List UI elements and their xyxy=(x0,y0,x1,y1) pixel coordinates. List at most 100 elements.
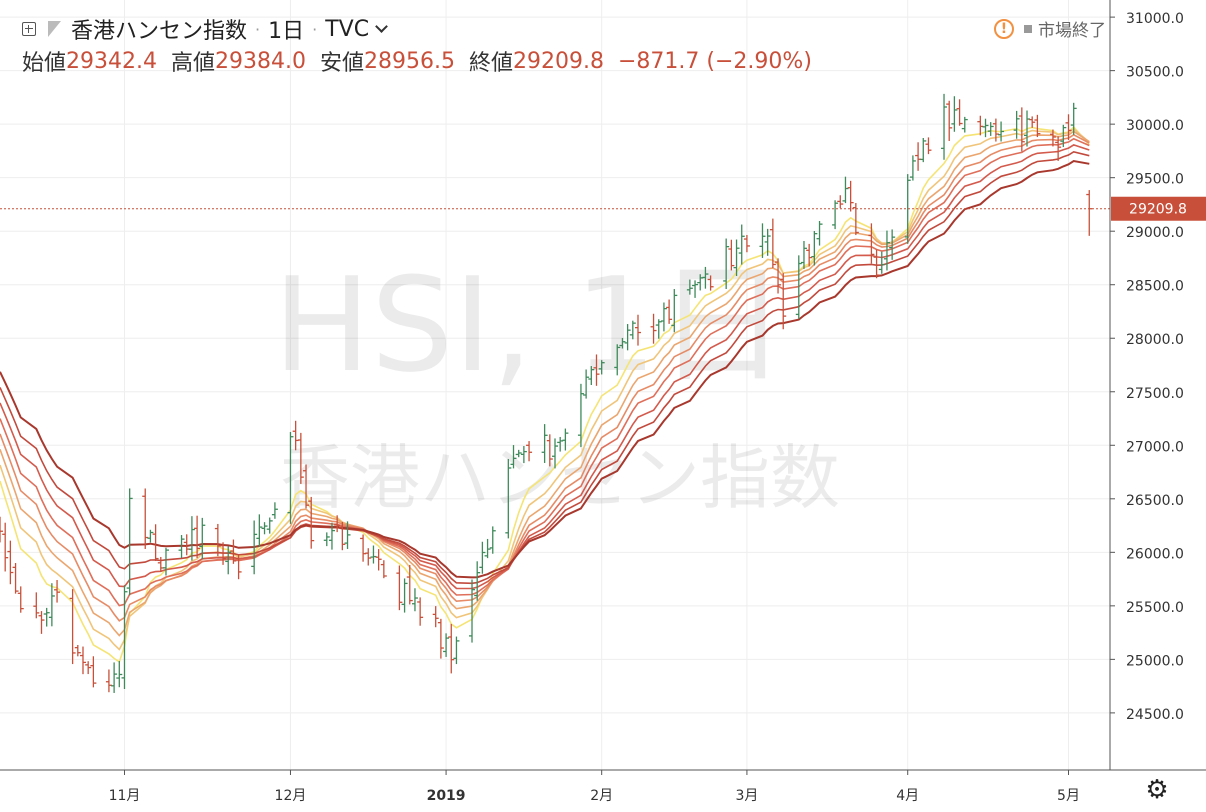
ohlc-bar xyxy=(214,523,221,557)
ohlc-bar xyxy=(951,96,958,132)
ohlc-bar xyxy=(469,579,476,643)
ohlc-bar xyxy=(764,228,771,256)
ohlc-bar xyxy=(634,314,641,346)
ohlc-bar xyxy=(909,155,916,181)
ohlc-bar xyxy=(7,540,14,585)
ohlc-bar xyxy=(417,597,424,626)
ohlc-bar xyxy=(2,522,9,572)
ohlc-bar xyxy=(323,532,330,547)
ohlc-bar xyxy=(334,515,341,533)
ohlc-bar xyxy=(194,515,201,559)
ohlc-bar xyxy=(266,517,273,534)
ohlc-bar xyxy=(474,561,481,601)
low-label: 安値 xyxy=(320,51,365,76)
ohlc-bar xyxy=(437,618,444,659)
market-status: ! 市場終了 xyxy=(994,16,1106,41)
ohlc-bar xyxy=(738,224,745,265)
price-axis[interactable]: 31000.0 30500.0 30000.0 29500.0 29000.0 28500… xyxy=(1110,11,1184,723)
ohlc-bar xyxy=(261,522,268,535)
ohlc-bar xyxy=(116,661,123,688)
ohlc-bar xyxy=(489,526,496,554)
y-tick-label: 24500.0 xyxy=(1126,707,1184,723)
ohlc-bar xyxy=(998,121,1005,142)
ohlc-bar xyxy=(17,586,24,613)
ohlc-bar xyxy=(328,522,335,550)
time-axis[interactable]: 11月 12月 2019 2月 3月 4月 5月 xyxy=(109,770,1080,804)
ohlc-bar xyxy=(873,249,880,279)
ohlc-bar xyxy=(344,521,351,549)
ohlc-bar xyxy=(577,383,584,448)
ohlc-bar xyxy=(816,220,823,246)
ohlc-bar xyxy=(889,229,896,260)
ohlc-bar xyxy=(941,93,948,160)
ohlc-bar xyxy=(852,203,859,236)
y-tick-label: 26000.0 xyxy=(1126,546,1184,562)
ohlc-bar xyxy=(453,636,460,665)
x-tick-label: 12月 xyxy=(275,788,307,804)
ohlc-bar xyxy=(111,662,118,693)
separator-dot: · xyxy=(255,19,261,39)
ohlc-bar xyxy=(448,623,455,674)
interval[interactable]: 1日 xyxy=(268,19,305,44)
ohlc-bar xyxy=(287,431,294,524)
ohlc-bar xyxy=(707,275,714,291)
ohlc-bar xyxy=(74,644,81,657)
high-value: 29384.0 xyxy=(215,48,306,74)
ohlc-bar xyxy=(375,549,382,571)
ohlc-bar xyxy=(920,138,927,163)
ohlc-bars xyxy=(0,93,1093,693)
ohlc-bar xyxy=(126,488,133,596)
symbol-name[interactable]: 香港ハンセン指数 xyxy=(71,19,248,44)
separator-dot: · xyxy=(312,19,318,39)
status-square-icon xyxy=(1024,24,1032,33)
ohlc-bar xyxy=(526,441,533,462)
chevron-down-icon[interactable] xyxy=(375,19,388,33)
ohlc-bar xyxy=(85,661,92,675)
x-tick-label: 2月 xyxy=(590,788,613,804)
close-value: 29209.8 xyxy=(513,48,604,74)
x-tick-label: 5月 xyxy=(1057,788,1080,804)
last-price-label-bg xyxy=(1111,196,1206,221)
ohlc-bar xyxy=(847,180,854,212)
ohlc-bar xyxy=(557,436,564,452)
ohlc-bar xyxy=(308,496,315,549)
ohlc-bar xyxy=(271,502,278,519)
warning-icon[interactable]: ! xyxy=(994,18,1014,39)
ohlc-bar xyxy=(1070,102,1077,135)
ohlc-bar xyxy=(686,279,693,295)
source[interactable]: TVC xyxy=(325,16,370,42)
ohlc-bar xyxy=(723,238,730,289)
ohlc-bar xyxy=(256,514,263,547)
ohlc-bar xyxy=(728,239,735,271)
grid-lines xyxy=(0,0,1110,770)
ohlc-bar xyxy=(702,266,709,289)
gear-icon[interactable]: ⚙ xyxy=(1145,775,1169,805)
ohlc-bar xyxy=(54,580,61,603)
ohlc-bar xyxy=(598,360,605,375)
ohlc-bar xyxy=(1065,114,1072,141)
ohlc-bar xyxy=(759,223,766,258)
ohlc-bar xyxy=(806,243,813,267)
y-tick-label: 26500.0 xyxy=(1126,493,1184,509)
ohlc-bar xyxy=(505,458,512,539)
ohlc-bar xyxy=(432,606,439,628)
y-tick-label: 30000.0 xyxy=(1126,118,1184,134)
ohlc-bar xyxy=(188,516,195,561)
ohlc-bar xyxy=(795,255,802,319)
ohlc-bar xyxy=(769,218,776,269)
ohlc-bar xyxy=(624,324,631,351)
ohlc-bar xyxy=(780,273,787,330)
y-tick-label: 27000.0 xyxy=(1126,439,1184,455)
market-status-text: 市場終了 xyxy=(1038,21,1106,41)
ohlc-bar xyxy=(520,446,527,464)
ohlc-bar xyxy=(411,588,418,612)
x-tick-label: 4月 xyxy=(896,788,919,804)
ohlc-bar xyxy=(925,137,932,155)
plus-box-icon[interactable] xyxy=(22,22,36,36)
ohlc-bar xyxy=(671,289,678,333)
y-tick-label: 27500.0 xyxy=(1126,386,1184,402)
ohlc-bar xyxy=(515,449,522,458)
ohlc-bar xyxy=(220,542,227,565)
ohlc-bar xyxy=(1049,129,1056,147)
